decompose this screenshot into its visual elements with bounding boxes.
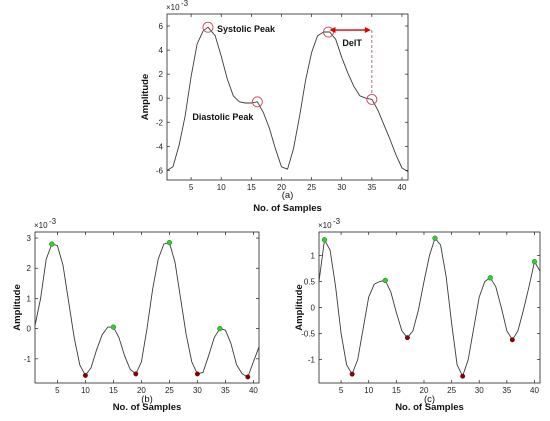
plot-area — [34, 231, 260, 384]
peak-point — [49, 241, 55, 247]
y-tick-label: 0.5 — [304, 277, 316, 286]
peak-point — [110, 324, 117, 330]
x-tick-label: 35 — [502, 386, 511, 395]
y-tick-label: 4 — [159, 46, 164, 55]
y-tick-label: 1 — [27, 294, 32, 303]
y-exponent-base: ×10 — [318, 221, 332, 230]
y-tick-label: -0.5 — [301, 330, 315, 339]
y-tick-label: 2 — [159, 70, 164, 79]
chart-c: 5 10 15 20 25 30 35 40 -1 -0.5 0 0.5 1 ×10 -3 (c)No. of… — [294, 217, 541, 413]
x-tick-label: 15 — [247, 183, 256, 192]
x-axis-label: No. of Samples — [113, 402, 182, 413]
x-tick-label: 35 — [221, 386, 230, 395]
trough-point — [245, 374, 251, 380]
trough-point — [509, 337, 515, 343]
y-tick-label: 0 — [27, 325, 32, 334]
y-tick-label: -2 — [156, 118, 164, 127]
x-tick-label: 30 — [475, 386, 484, 395]
x-tick-label: 20 — [277, 183, 286, 192]
peak-point — [217, 325, 223, 332]
x-tick-label: 10 — [217, 183, 226, 192]
plot-area — [166, 13, 409, 181]
x-tick-label: 40 — [398, 183, 407, 192]
chart-caption: (c) — [424, 394, 435, 405]
y-exponent-base: ×10 — [166, 3, 180, 12]
x-tick-label: 5 — [339, 386, 344, 395]
y-exponent-power: -3 — [49, 217, 57, 226]
delt-arrowhead-left — [329, 27, 336, 34]
chart-a: 5 10 15 20 25 30 35 40 -6 -4 -2 0 2 4 6 ×10 -3 (a) No. of … — [140, 0, 409, 214]
y-tick-label: 0 — [311, 304, 316, 313]
y-exponent-power: -3 — [333, 217, 341, 226]
y-tick-label: 0 — [159, 94, 164, 103]
series-line — [166, 26, 409, 172]
x-tick-label: 5 — [189, 183, 194, 192]
trough-point — [404, 335, 410, 341]
trough-point — [194, 371, 200, 377]
x-tick-label: 15 — [392, 386, 401, 395]
x-tick-label: 30 — [193, 386, 202, 395]
y-tick-label: -1 — [308, 356, 316, 365]
peak-point — [432, 235, 438, 241]
peak-point — [531, 259, 538, 265]
diastolic-peak-label: Diastolic Peak — [192, 112, 254, 122]
x-tick-label: 5 — [55, 386, 60, 395]
x-tick-label: 25 — [165, 386, 174, 395]
peak-point — [321, 237, 328, 243]
y-tick-label: -1 — [24, 355, 32, 364]
x-tick-label: 40 — [530, 386, 539, 395]
y-tick-label: 1 — [311, 251, 316, 260]
series-line — [318, 237, 541, 377]
delt-arrowhead-right — [364, 27, 371, 34]
y-exponent-power: -3 — [181, 0, 189, 8]
x-tick-label: 25 — [307, 183, 316, 192]
diastolic-marker — [251, 96, 263, 108]
delt-label: DelT — [342, 38, 362, 48]
x-tick-label: 20 — [420, 386, 429, 395]
x-tick-label: 25 — [447, 386, 456, 395]
x-tick-label: 40 — [249, 386, 258, 395]
d2-marker — [366, 93, 378, 105]
chart-caption: (b) — [141, 394, 153, 405]
systolic-marker — [202, 21, 214, 33]
y-tick-label: -6 — [156, 166, 164, 175]
x-tick-label: 15 — [109, 386, 118, 395]
x-tick-label: 10 — [364, 386, 373, 395]
y-tick-label: -4 — [156, 142, 164, 151]
x-tick-label: 30 — [337, 183, 346, 192]
y-tick-label: 3 — [27, 234, 32, 243]
trough-point — [82, 373, 88, 378]
x-tick-label: 10 — [81, 386, 90, 395]
y-axis-label: Amplitude — [12, 284, 23, 330]
peak-point — [166, 239, 173, 246]
peak-point — [487, 275, 493, 281]
y-axis-label: Amplitude — [140, 74, 151, 120]
y-tick-label: 2 — [27, 264, 32, 273]
y-tick-label: 6 — [159, 22, 164, 31]
y-exponent-base: ×10 — [34, 221, 48, 230]
chart-caption: (a) — [282, 190, 294, 201]
trough-point — [133, 371, 139, 377]
systolic-peak-label: Systolic Peak — [217, 24, 276, 34]
x-axis-label: No. of Samples — [253, 203, 322, 214]
chart-b: 5 10 15 20 25 30 35 40 -1 0 1 2 3×10 -3 (b)No. of Samp… — [12, 217, 260, 413]
y-axis-label: Amplitude — [294, 284, 305, 330]
x-tick-label: 20 — [137, 386, 146, 395]
x-axis-label: No. of Samples — [395, 402, 464, 413]
x-tick-label: 35 — [367, 183, 376, 192]
peak-point — [382, 277, 388, 284]
trough-point — [460, 373, 466, 379]
trough-point — [349, 371, 355, 377]
p2-marker — [323, 26, 334, 38]
